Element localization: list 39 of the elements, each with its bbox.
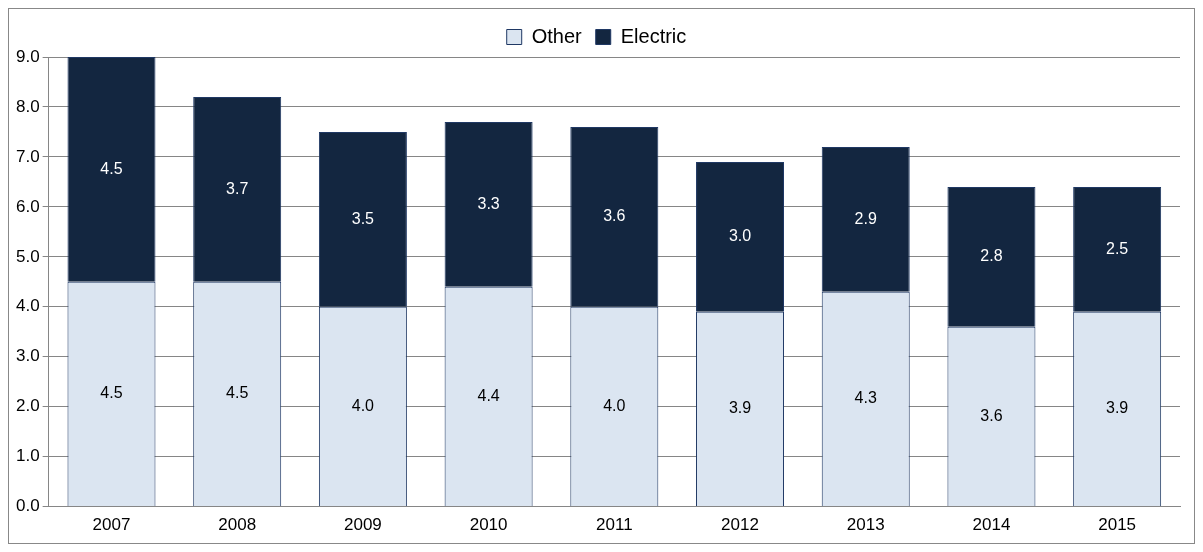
y-tick-label: 1.0	[15, 446, 40, 466]
y-tick-label: 7.0	[15, 146, 40, 166]
data-label: 3.9	[728, 399, 752, 417]
y-tick-label: 6.0	[15, 196, 40, 216]
data-label: 3.6	[980, 406, 1003, 424]
data-label: 4.0	[603, 396, 626, 414]
data-label: 2.8	[980, 247, 1003, 265]
y-tick-label: 9.0	[15, 46, 40, 66]
data-label: 3.9	[1106, 399, 1129, 417]
x-tick-label: 2014	[972, 515, 1011, 535]
data-label: 2.5	[1106, 239, 1129, 257]
data-label: 4.4	[477, 386, 500, 404]
data-label: 4.5	[226, 384, 249, 402]
y-tick-label: 0.0	[15, 496, 40, 516]
data-label: 4.0	[351, 396, 375, 414]
x-tick-label: 2008	[218, 515, 257, 535]
y-tick-label: 5.0	[15, 246, 40, 266]
data-label: 3.0	[728, 227, 752, 245]
x-tick-label: 2012	[721, 515, 759, 535]
x-tick-label: 2010	[469, 515, 508, 535]
y-tick-label: 8.0	[15, 96, 40, 116]
x-tick-label: 2011	[596, 515, 633, 535]
data-label: 3.5	[351, 209, 375, 227]
x-tick-label: 2007	[92, 515, 131, 535]
data-label: 4.5	[100, 384, 123, 402]
y-tick-label: 4.0	[15, 296, 40, 316]
y-tick-label: 2.0	[15, 396, 40, 416]
data-label: 4.5	[100, 159, 123, 177]
data-label: 3.7	[226, 179, 249, 197]
data-label: 4.3	[854, 389, 877, 407]
legend-label: Electric	[620, 24, 687, 47]
legend-label: Other	[531, 24, 583, 47]
data-label: 2.9	[854, 209, 877, 227]
x-tick-label: 2013	[846, 515, 885, 535]
y-tick-label: 3.0	[15, 346, 40, 366]
x-tick-label: 2015	[1098, 515, 1137, 535]
x-tick-label: 2009	[343, 515, 382, 535]
data-label: 3.3	[477, 194, 500, 212]
data-label: 3.6	[603, 207, 626, 225]
